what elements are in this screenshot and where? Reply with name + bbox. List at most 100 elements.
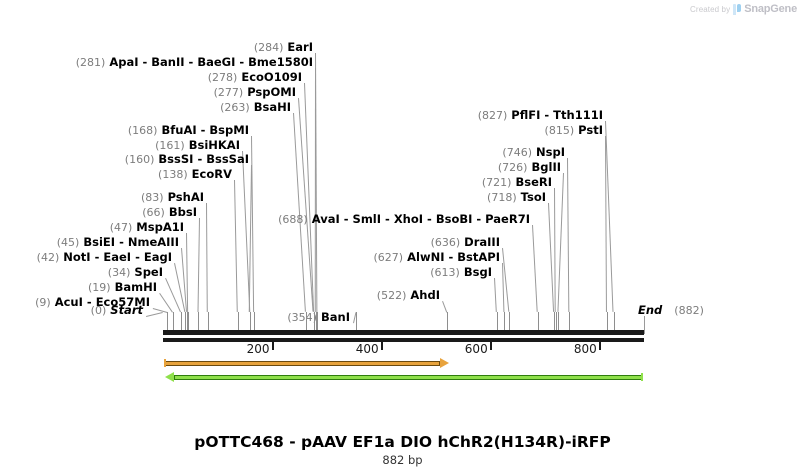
restriction-site-tick [554, 312, 556, 330]
enzyme-separator: - [82, 295, 96, 309]
leader-line [494, 278, 497, 313]
restriction-site-label[interactable]: (83) PshAI [141, 190, 204, 205]
restriction-site-label[interactable]: (47) MspA1I [110, 220, 184, 235]
restriction-site-label[interactable]: (278) EcoO109I [208, 70, 302, 85]
leader-line [251, 136, 255, 312]
site-position-text: (9) [35, 296, 51, 309]
feature-orange[interactable] [163, 358, 449, 368]
leader-line [442, 301, 448, 313]
restriction-site-tick [172, 312, 174, 330]
leader-line [532, 225, 538, 313]
site-position-text: (718) [487, 191, 517, 204]
site-position-text: (168) [127, 124, 158, 137]
restriction-site-tick [207, 312, 209, 330]
restriction-site-tick [305, 312, 307, 330]
site-position-text: (161) [155, 139, 185, 152]
watermark-brand-text: SnapGene [744, 3, 797, 15]
start-position-text: (0) [90, 304, 107, 317]
restriction-site-tick [606, 312, 608, 330]
enzyme-name: PshAI [167, 190, 204, 204]
restriction-site-label[interactable]: (263) BsaHI [220, 101, 291, 115]
restriction-site-tick [249, 312, 251, 330]
restriction-site-tick [188, 312, 190, 330]
restriction-site-label[interactable]: (726) BglII [498, 160, 562, 175]
enzyme-separator: - [196, 123, 210, 137]
restriction-site-tick [185, 312, 187, 330]
restriction-site-label[interactable]: (9) AcuI - Eco57MI [35, 295, 150, 310]
restriction-site-label[interactable]: (815) PstI [545, 124, 603, 138]
site-position-text: (613) [430, 266, 460, 279]
enzyme-separator: - [423, 212, 436, 226]
snapgene-logo-icon [733, 3, 742, 15]
leader-line [197, 217, 200, 312]
enzyme-name: PflFI [511, 108, 541, 122]
restriction-site-tick [315, 312, 317, 330]
restriction-site-label[interactable]: (522) AhdI [377, 288, 440, 303]
restriction-site-label[interactable]: (45) BsiEI - NmeAIII [57, 235, 179, 250]
restriction-site-label[interactable]: (284) EarI [254, 40, 313, 55]
site-position-text: (627) [373, 251, 404, 264]
ruler-tick-label: 600 [464, 342, 488, 356]
restriction-site-tick [167, 312, 169, 330]
leader-line [554, 188, 556, 313]
restriction-site-tick [254, 312, 256, 330]
enzyme-name: EcoRV [191, 167, 232, 181]
site-position-text: (746) [502, 146, 532, 159]
restriction-site-tick [569, 312, 571, 330]
enzyme-name: EarI [287, 40, 313, 54]
enzyme-name: AhdI [410, 288, 440, 302]
enzyme-name: EaeI [103, 250, 132, 264]
feature-green[interactable] [164, 372, 644, 382]
restriction-site-label[interactable]: (688) AvaI - SmlI - XhoI - BsoBI - PaeR7… [278, 212, 530, 227]
sequence-backbone [162, 330, 644, 335]
feature-arrow-body [173, 375, 644, 380]
restriction-site-tick [613, 312, 615, 330]
restriction-site-tick [496, 312, 498, 330]
enzyme-name: BsiEI [83, 235, 116, 249]
restriction-site-label[interactable]: (168) BfuAI - BspMI [127, 123, 249, 138]
restriction-site-label[interactable]: (636) DraIII [430, 236, 500, 250]
enzyme-separator: - [235, 55, 249, 69]
restriction-site-label[interactable]: (281) ApaI - BanII - BaeGI - Bme1580I [76, 55, 313, 70]
restriction-site-label[interactable]: (721) BseRI [482, 176, 552, 190]
site-position-text: (636) [430, 236, 461, 249]
enzyme-name: BglII [531, 160, 562, 174]
enzyme-separator: - [131, 250, 144, 264]
restriction-site-label[interactable]: (34) SpeI [107, 266, 163, 280]
start-marker-label: (0) Start [90, 304, 143, 318]
restriction-site-label[interactable]: (746) NspI [502, 146, 565, 160]
restriction-site-label[interactable]: (19) BamHI [88, 281, 157, 295]
enzyme-separator: - [381, 212, 394, 226]
restriction-site-label[interactable]: (827) PflFI - Tth111I [478, 108, 603, 123]
enzyme-name: BssSI [158, 152, 194, 166]
restriction-site-label[interactable]: (277) PspOMI [214, 86, 296, 100]
enzyme-name: MspA1I [136, 220, 184, 234]
enzyme-separator: - [193, 152, 207, 166]
watermark-created-by-text: Created by [690, 4, 731, 14]
end-text: End [638, 303, 663, 317]
restriction-site-tick [509, 312, 511, 330]
enzyme-name: NotI [63, 250, 91, 264]
end-position-text: (882) [674, 304, 704, 317]
site-position-text: (34) [107, 266, 131, 279]
site-position-text: (263) [220, 101, 250, 114]
end-marker-label: End (882) [638, 303, 704, 318]
restriction-site-label[interactable]: (161) BsiHKAI [155, 139, 240, 153]
enzyme-name: XhoI [393, 212, 424, 226]
restriction-site-label[interactable]: (66) BbsI [142, 206, 197, 220]
restriction-site-label[interactable]: (160) BssSI - BssSaI [125, 152, 249, 167]
restriction-site-label[interactable]: (718) TsoI [487, 191, 546, 205]
leader-line [548, 203, 555, 313]
restriction-site-label[interactable]: (354) BanI [287, 311, 350, 325]
ruler-tick [380, 342, 383, 350]
restriction-site-label[interactable]: (613) BsgI [430, 266, 492, 280]
restriction-site-tick [558, 312, 560, 330]
restriction-site-label[interactable]: (42) NotI - EaeI - EagI [37, 250, 172, 265]
restriction-site-tick [537, 312, 539, 330]
enzyme-name: EcoO109I [241, 70, 302, 84]
snapgene-watermark: Created by SnapGene [690, 3, 797, 15]
enzyme-separator: - [472, 212, 486, 226]
feature-arrow-head [164, 372, 174, 382]
restriction-site-label[interactable]: (627) AlwNI - BstAPI [373, 251, 500, 265]
restriction-site-label[interactable]: (138) EcoRV [158, 167, 232, 182]
